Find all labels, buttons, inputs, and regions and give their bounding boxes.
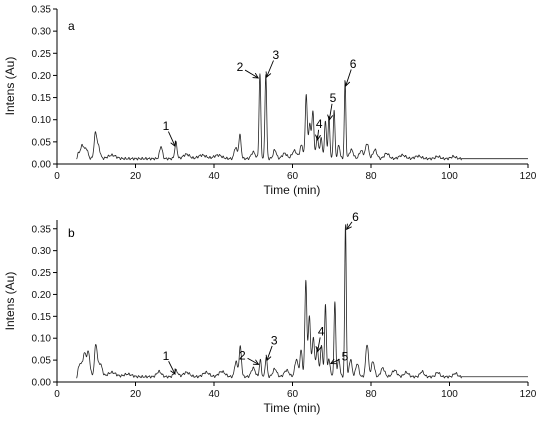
panel-a-peak-arrow	[266, 60, 274, 78]
panel-b-x-tick-label: 80	[365, 389, 377, 400]
panel-b-x-tick-label: 20	[130, 389, 142, 400]
panel-b-annotations: 1 2 3 4 5 6	[163, 210, 359, 375]
panel-b-x-ticks: 0 20 40 60 80 100 120	[54, 382, 537, 400]
panel-b-peak-label-6: 6	[352, 210, 359, 224]
panel-a-peak-arrow	[317, 129, 320, 140]
panel-b-y-tick-label: 0.20	[32, 290, 52, 301]
panel-a-peak-arrow	[168, 131, 176, 147]
panel-a-x-tick-label: 60	[287, 171, 299, 182]
panel-a-trace	[76, 73, 529, 161]
panel-b-x-tick-label: 0	[54, 389, 60, 400]
panel-b-y-ticks: 0.00 0.05 0.10 0.15 0.20 0.25 0.30 0.35	[32, 224, 57, 389]
panel-a-y-tick-label: 0.35	[32, 5, 52, 16]
panel-a-peak-label-4: 4	[316, 117, 323, 131]
panel-a-x-tick-label: 40	[208, 171, 220, 182]
panel-a-peak-arrowhead	[265, 71, 272, 79]
panel-b-x-tick-label: 120	[520, 389, 537, 400]
panel-a-peak-label-3: 3	[272, 48, 279, 62]
panel-b-peak-arrow	[266, 345, 273, 361]
panel-a-x-tick-label: 100	[441, 171, 458, 182]
panel-a-peak-label-6: 6	[350, 57, 357, 71]
panel-a-peak-arrowhead	[327, 114, 334, 121]
panel-a-peak-label-5: 5	[330, 91, 337, 105]
panel-a-peak-arrowhead	[344, 80, 351, 87]
panel-a-y-tick-label: 0.15	[32, 93, 52, 104]
panel-b-peak-arrowhead	[346, 223, 352, 231]
panel-a-x-tick-label: 120	[520, 171, 537, 182]
panel-a-peak-arrow	[244, 69, 259, 79]
panel-b-label: b	[68, 226, 75, 240]
panel-a-peak-arrowhead	[170, 140, 176, 148]
panel-a-x-tick-label: 0	[54, 171, 60, 182]
panel-b-y-tick-label: 0.30	[32, 246, 52, 257]
panel-b-peak-arrow	[247, 357, 259, 365]
panel-b-x-axis-title: Time (min)	[264, 401, 321, 415]
panel-b-chart: b 0.000.050.100.150.200.250.300.35 0 20 40…	[3, 210, 537, 415]
panel-b-peak-label-1: 1	[163, 349, 170, 363]
panel-b-y-tick-label: 0.15	[32, 312, 52, 323]
panel-b-peak-label-3: 3	[271, 333, 278, 347]
panel-b-x-tick-label: 100	[441, 389, 458, 400]
panel-b-y-axis-title: Intens (Au)	[3, 272, 17, 331]
panel-b-peak-arrow	[330, 358, 340, 364]
panel-a-peak-label-2: 2	[237, 60, 244, 74]
panel-a-y-tick-label: 0.30	[32, 27, 52, 38]
panel-b-y-tick-label: 0.25	[32, 268, 52, 279]
panel-a-y-tick-label: 0.10	[32, 115, 52, 126]
panel-b-peak-arrowhead	[315, 346, 322, 353]
panel-a-peak-arrow	[328, 103, 333, 121]
panel-a-x-axis-title: Time (min)	[264, 183, 321, 197]
panel-b-peak-label-5: 5	[342, 349, 349, 363]
panel-b-peak-arrow	[346, 221, 353, 230]
panel-a-peak-arrowhead	[314, 134, 321, 141]
panel-b-peak-arrow	[317, 337, 321, 352]
panel-b-peak-label-4: 4	[318, 325, 325, 339]
panel-b-x-tick-label: 60	[287, 389, 299, 400]
panel-b-trace	[76, 224, 529, 379]
panel-a-y-axis-title: Intens (Au)	[3, 57, 17, 116]
panel-a-label: a	[68, 19, 75, 33]
panel-a-peak-label-1: 1	[163, 119, 170, 133]
panel-a-x-ticks: 0 20 40 60 80 100 120	[54, 164, 537, 182]
panel-a-x-tick-label: 20	[130, 171, 142, 182]
panel-a-peak-arrowhead	[252, 72, 260, 79]
panel-a-y-tick-label: 0.25	[32, 49, 52, 60]
panel-a-y-tick-label: 0.20	[32, 71, 52, 82]
panel-b-y-tick-label: 0.05	[32, 356, 52, 367]
panel-b-peak-arrowhead	[252, 359, 260, 365]
panel-b-peak-arrow	[168, 361, 176, 375]
panel-a-annotations: 1 2 3 45 6	[163, 48, 357, 148]
panel-b-y-tick-label: 0.35	[32, 224, 52, 235]
panel-b-y-tick-label: 0.10	[32, 334, 52, 345]
panel-b-peak-arrowhead	[265, 354, 272, 362]
panel-a-y-tick-label: 0.00	[32, 160, 52, 171]
panel-a-peak-arrow	[345, 69, 352, 87]
panel-b-peak-arrowhead	[329, 358, 337, 365]
panel-a-y-tick-label: 0.05	[32, 137, 52, 148]
panel-a-chart: a 0.000.050.100.150.200.250.300.35 0 20 40…	[3, 5, 537, 198]
panel-b-peak-arrowhead	[170, 368, 176, 375]
panel-b-x-tick-label: 40	[208, 389, 220, 400]
panel-b-y-tick-label: 0.00	[32, 378, 52, 389]
panel-a-y-ticks: 0.00 0.05 0.10 0.15 0.20 0.25 0.30 0.35	[32, 5, 57, 171]
panel-a-x-tick-label: 80	[365, 171, 377, 182]
panel-b-peak-label-2: 2	[239, 348, 246, 362]
